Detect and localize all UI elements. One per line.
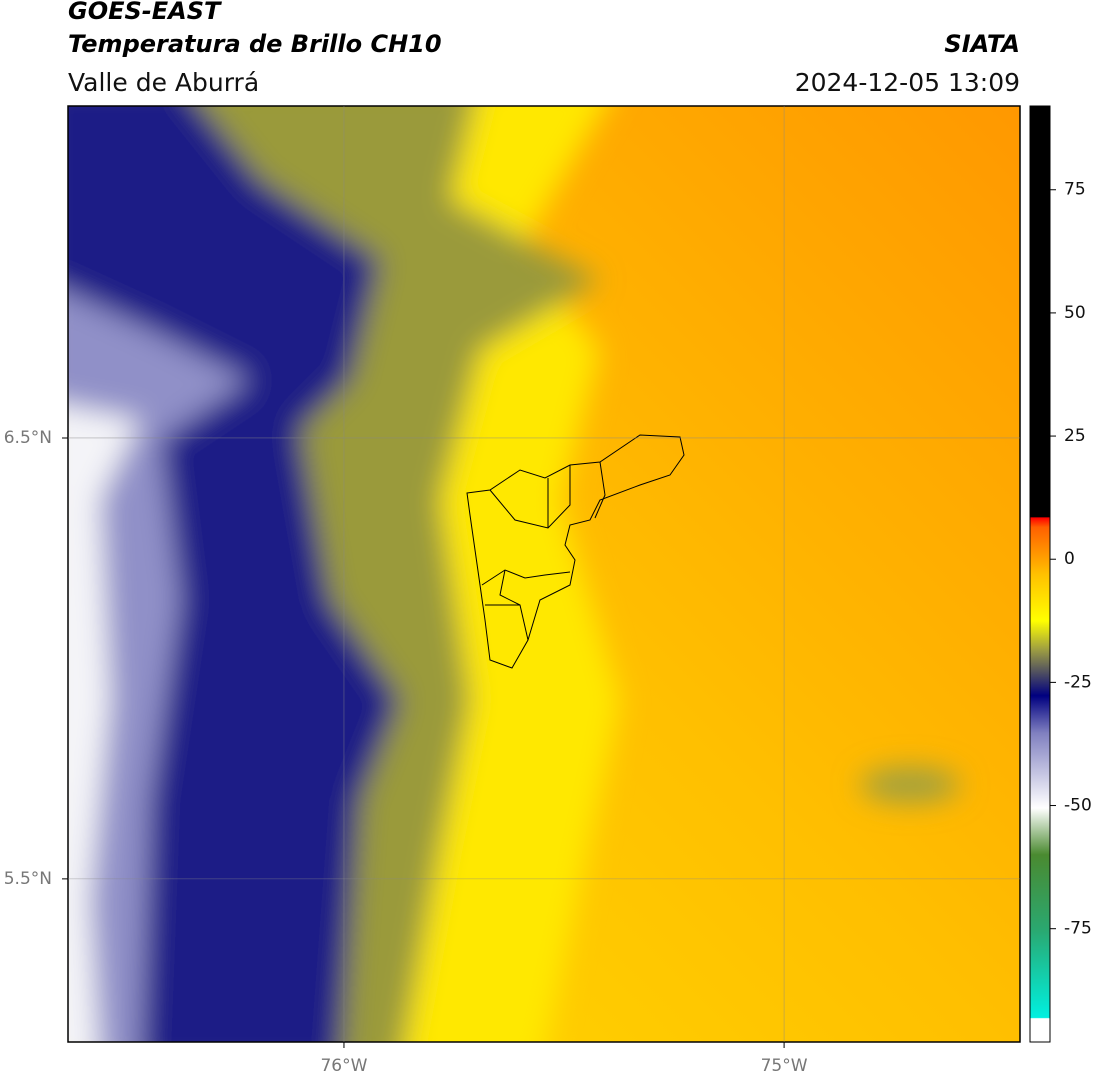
map-frame <box>67 105 1021 1043</box>
y-tick-label: 6.5°N <box>4 428 52 448</box>
x-tick-label: 75°W <box>761 1056 808 1076</box>
colorbar-tick-label: 25 <box>1064 426 1086 446</box>
y-tick-label: 5.5°N <box>4 869 52 889</box>
title: GOES-EAST <box>68 0 222 25</box>
colorbar-tick-label: -25 <box>1064 672 1092 692</box>
subtitle: Temperatura de Brillo CH10 <box>68 30 442 58</box>
datetime: 2024-12-05 13:09 <box>795 68 1020 97</box>
colorbar-tick-label: -50 <box>1064 796 1092 816</box>
colorbar-tick-label: 75 <box>1064 180 1086 200</box>
colorbar-tick-label: 0 <box>1064 549 1075 569</box>
colorbar-tick-label: 50 <box>1064 303 1086 323</box>
municipality-borders <box>466 434 685 669</box>
source: SIATA <box>944 30 1020 58</box>
map-image <box>68 106 1020 1042</box>
colorbar <box>1029 105 1051 1043</box>
x-tick-label: 76°W <box>320 1056 367 1076</box>
region: Valle de Aburrá <box>68 68 259 97</box>
colorbar-tick-label: -75 <box>1064 919 1092 939</box>
